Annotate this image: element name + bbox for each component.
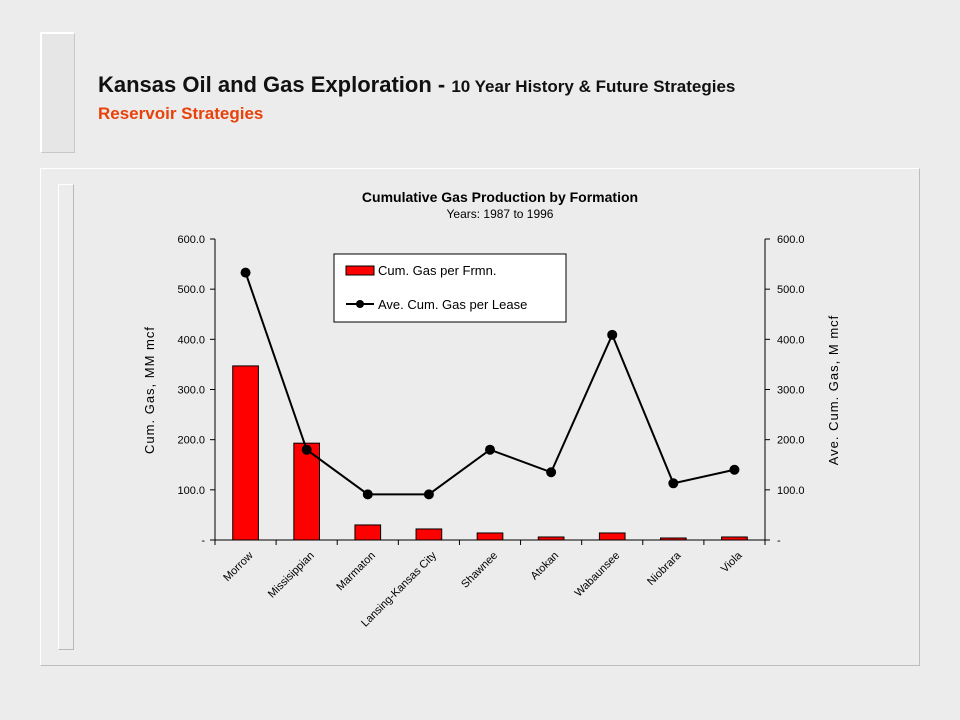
- x-tick-label: Niobrara: [645, 549, 684, 588]
- title-tail: 10 Year History & Future Strategies: [451, 77, 736, 96]
- title-main: Kansas Oil and Gas Exploration -: [98, 72, 452, 97]
- bar: [660, 537, 687, 541]
- line-point: [423, 489, 434, 500]
- chart-panel: [40, 168, 920, 666]
- y-tick-label-left: 100.0: [177, 485, 205, 497]
- x-tick-label: Shawnee: [459, 550, 500, 591]
- bar: [476, 532, 504, 541]
- bar: [415, 528, 443, 541]
- y-tick-label-left: 200.0: [177, 435, 205, 447]
- y-tick-label-left: 500.0: [177, 284, 205, 296]
- y-tick-label-left: 400.0: [177, 334, 205, 346]
- slide-title: Kansas Oil and Gas Exploration - 10 Year…: [98, 72, 735, 98]
- legend-bar-swatch: [345, 265, 375, 276]
- y-tick-label-right: 300.0: [777, 385, 805, 397]
- line-point: [240, 267, 251, 278]
- y-tick-label-right: 500.0: [777, 284, 805, 296]
- bar: [232, 365, 259, 541]
- line-point: [485, 444, 495, 455]
- legend-box: [333, 253, 567, 323]
- slide-subtitle: Reservoir Strategies: [98, 104, 264, 123]
- panel-side-bar: [58, 184, 74, 650]
- bar: [537, 536, 565, 541]
- y-axis-right-label: Ave. Cum. Gas, M mcf: [826, 315, 841, 466]
- y-tick-label-left: 300.0: [177, 385, 205, 397]
- bar: [293, 442, 321, 541]
- y-tick-label-right: 100.0: [777, 485, 805, 497]
- line-point: [729, 464, 740, 475]
- legend-line-marker: [356, 300, 364, 308]
- y-tick-label-right: -: [777, 535, 781, 547]
- x-tick-label: Missisippian: [266, 550, 317, 601]
- left-accent-bar: [40, 32, 75, 153]
- line-point: [607, 329, 618, 340]
- y-tick-label-left: 600.0: [177, 234, 205, 246]
- chart-legend: Cum. Gas per Frmn. Ave. Cum. Gas per Leas…: [333, 253, 567, 323]
- x-tick-label: Viola: [719, 549, 745, 575]
- line-point: [301, 444, 312, 455]
- line-point: [362, 489, 373, 500]
- bar: [354, 524, 382, 541]
- y-tick-label-right: 600.0: [777, 234, 805, 246]
- y-axis-left-label: Cum. Gas, MM mcf: [142, 326, 157, 454]
- legend-label: Ave. Cum. Gas per Lease: [378, 297, 527, 312]
- y-tick-label-right: 400.0: [777, 334, 805, 346]
- bar: [598, 532, 626, 541]
- x-tick-label: Marmaton: [334, 550, 378, 594]
- x-tick-label: Wabaunsee: [573, 550, 623, 600]
- x-tick-label: Atokan: [529, 550, 562, 583]
- legend-label: Cum. Gas per Frmn.: [378, 263, 496, 278]
- y-tick-label-right: 200.0: [777, 435, 805, 447]
- chart-subtitle: Years: 1987 to 1996: [447, 207, 554, 221]
- line-point: [668, 478, 679, 489]
- bar: [721, 536, 748, 541]
- chart-title: Cumulative Gas Production by Formation: [362, 189, 638, 205]
- y-tick-label-left: -: [201, 535, 205, 547]
- line-point: [546, 467, 557, 478]
- x-tick-label: Morrow: [221, 550, 255, 584]
